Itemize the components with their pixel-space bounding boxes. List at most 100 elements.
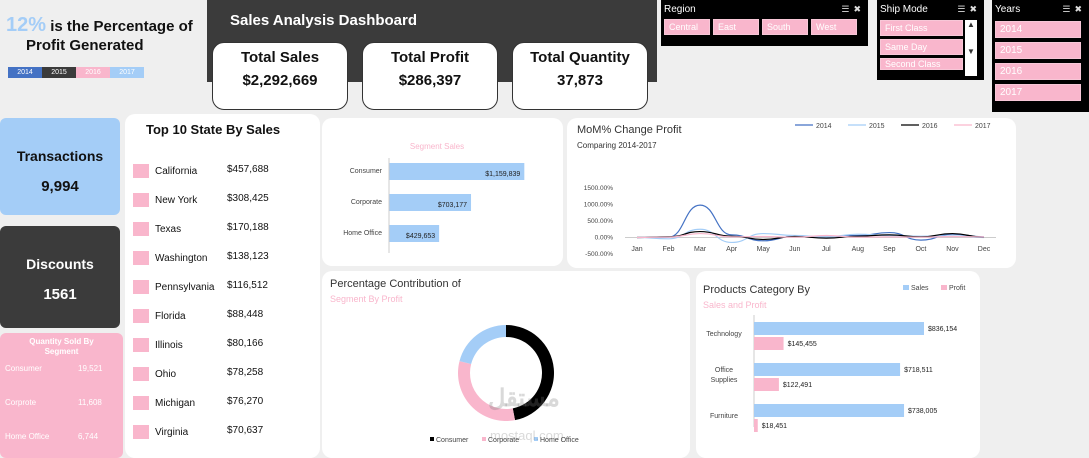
state-row: New York $308,425 [133, 193, 313, 211]
segment-sales-chart: Segment Sales Consumer $1,159,839 Corporat… [343, 142, 525, 253]
segment-sales-bar [389, 194, 472, 211]
ship-mode-chip[interactable]: Second Class [880, 58, 963, 70]
state-name: Ohio [155, 369, 177, 380]
state-sales: $116,512 [227, 280, 268, 291]
state-color-swatch [133, 222, 149, 236]
qty-segment-value: 19,521 [78, 364, 103, 373]
state-row: Virginia $70,637 [133, 425, 313, 443]
total-profit-value: $286,397 [398, 72, 462, 89]
state-row: Florida $88,448 [133, 309, 313, 327]
region-slicer: Region ☰✖ Central East South West [661, 0, 868, 46]
category-bar-value: $718,511 [904, 367, 933, 374]
donut-slice [459, 325, 506, 365]
category-sales-profit-chart: Sales Profit Technology $836,154 $145,455 Off… [706, 285, 965, 432]
qty-segment-value: 6,744 [78, 432, 99, 441]
qty-segment-name: Corprote [5, 398, 37, 407]
discounts-label: Discounts [26, 256, 94, 272]
donut-legend-label: Consumer [436, 437, 469, 444]
region-chip[interactable]: West [811, 19, 857, 35]
state-sales: $308,425 [227, 193, 269, 204]
category-bar-value: $18,451 [762, 423, 787, 430]
mom-x-tick: Jan [631, 246, 642, 253]
years-slicer: Years ☰✖ 2014 2015 2016 2017 [992, 0, 1089, 112]
mom-legend-label: 2015 [869, 123, 885, 130]
ship-mode-slicer-title: Ship Mode [880, 3, 928, 15]
state-row: Pennsylvania $116,512 [133, 280, 313, 298]
headline-text-1: is the Percentage of [50, 18, 193, 35]
discounts-card: Discounts 1561 [0, 226, 120, 328]
category-bar [754, 378, 779, 391]
category-subtitle: Sales and Profit [703, 300, 767, 310]
watermark-logo: مستقل [488, 385, 560, 412]
region-chip[interactable]: South [762, 19, 808, 35]
state-name: Michigan [155, 398, 196, 409]
mom-x-tick: Nov [946, 246, 959, 253]
qty-segment-name: Consumer [5, 364, 42, 373]
segment-profit-donut: Consumer Corporate Home Office [430, 325, 579, 444]
state-color-swatch [133, 251, 149, 265]
state-sales: $76,270 [227, 396, 264, 407]
region-chip[interactable]: East [713, 19, 759, 35]
year-chip[interactable]: 2016 [995, 63, 1081, 80]
state-color-swatch [133, 425, 149, 439]
donut-legend-label: Home Office [540, 437, 579, 444]
segment-axis-label: Home Office [343, 230, 382, 237]
mom-title: MoM% Change Profit [577, 124, 682, 136]
segment-axis-label: Consumer [350, 168, 383, 175]
mom-legend-label: 2017 [975, 123, 991, 130]
mom-legend-label: 2016 [922, 123, 938, 130]
year-chip[interactable]: 2017 [995, 84, 1081, 101]
segment-sales-value: $429,653 [406, 233, 435, 240]
segment-sales-value: $1,159,839 [485, 171, 520, 178]
donut-slice [458, 361, 515, 421]
category-legend-swatch [941, 285, 947, 290]
top-states-title: Top 10 State By Sales [146, 122, 281, 137]
state-color-swatch [133, 367, 149, 381]
mom-x-tick: Apr [726, 246, 738, 253]
donut-legend-swatch [482, 437, 486, 441]
category-axis-label: Technology [706, 331, 742, 338]
state-row: Michigan $76,270 [133, 396, 313, 414]
state-color-swatch [133, 309, 149, 323]
category-axis-label: Furniture [710, 413, 738, 420]
transactions-card: Transactions 9,994 [0, 118, 120, 215]
mom-profit-chart: MoM% Change Profit Comparing 2014-2017 201… [577, 123, 996, 258]
year-legend-item: 2014 [8, 67, 42, 78]
category-bar-value: $145,455 [788, 341, 817, 348]
qty-segment-name: Home Office [5, 432, 50, 441]
segment-sales-bar [389, 163, 525, 180]
ship-mode-chip[interactable]: Same Day [880, 39, 963, 55]
watermark-url: mostaql.com [490, 428, 564, 443]
mom-subtitle: Comparing 2014-2017 [577, 141, 657, 150]
state-row: California $457,688 [133, 164, 313, 182]
headline-text-2: Profit Generated [26, 37, 144, 54]
mom-y-tick: 500.00% [587, 218, 613, 225]
state-sales: $88,448 [227, 309, 264, 320]
segment-sales-title: Segment Sales [410, 142, 464, 151]
mom-y-tick: -500.00% [585, 251, 613, 258]
year-chip[interactable]: 2014 [995, 21, 1081, 38]
category-bar [754, 419, 758, 432]
dashboard-title: Sales Analysis Dashboard [230, 12, 418, 29]
slicer-filter-icons[interactable]: ☰✖ [1062, 3, 1086, 14]
category-bar-value: $836,154 [928, 326, 957, 333]
state-color-swatch [133, 396, 149, 410]
mom-x-tick: Oct [915, 246, 926, 253]
segment-axis-label: Corporate [351, 199, 382, 206]
category-axis-label: Office [715, 367, 733, 374]
slicer-filter-icons[interactable]: ☰✖ [841, 3, 865, 14]
ship-mode-chip[interactable]: First Class [880, 20, 963, 36]
year-chip[interactable]: 2015 [995, 42, 1081, 59]
region-chip[interactable]: Central [664, 19, 710, 35]
mom-x-tick: Dec [978, 246, 991, 253]
category-bar [754, 337, 784, 350]
total-sales-value: $2,292,669 [242, 72, 318, 89]
quantity-by-segment-card: Quantity Sold By Segment Consumer 19,521… [0, 333, 123, 458]
slicer-filter-icons[interactable]: ☰✖ [957, 3, 981, 14]
state-row: Ohio $78,258 [133, 367, 313, 385]
donut-legend-swatch [534, 437, 538, 441]
total-quantity-label: Total Quantity [530, 49, 630, 66]
state-row: Washington $138,123 [133, 251, 313, 269]
slicer-scrollbar[interactable]: ▲ ▼ [965, 20, 977, 76]
mom-y-tick: 0.00% [595, 235, 614, 242]
